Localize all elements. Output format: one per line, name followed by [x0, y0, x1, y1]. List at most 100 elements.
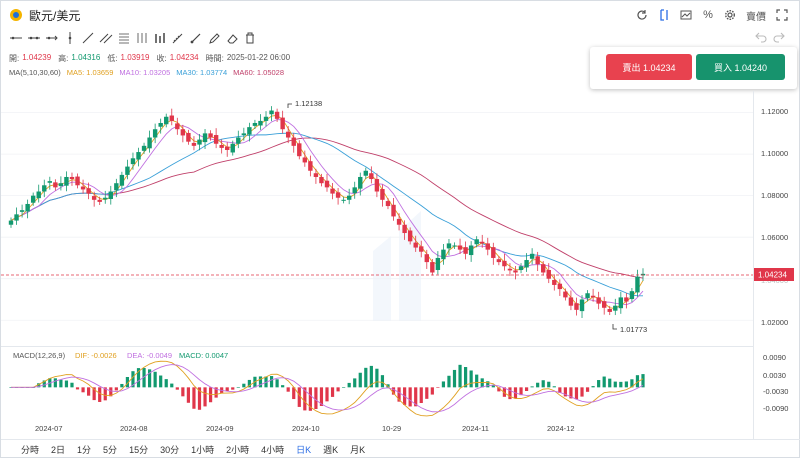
- macd-bar: [242, 383, 246, 388]
- tf-2h[interactable]: 2小時: [226, 445, 250, 455]
- candle-body: [191, 142, 197, 146]
- tf-5min[interactable]: 5分: [103, 445, 118, 455]
- macd-bar: [175, 387, 179, 390]
- candle-body: [19, 210, 25, 212]
- measure-tool[interactable]: [169, 31, 187, 45]
- macd-bar: [441, 381, 446, 388]
- candle-body: [424, 254, 429, 263]
- fullscreen-button[interactable]: [771, 7, 793, 23]
- ma5-value: MA5: 1.03659: [66, 68, 114, 77]
- line-tool[interactable]: [7, 31, 25, 45]
- tf-1min[interactable]: 1分: [77, 445, 92, 455]
- time-label: 時間:: [205, 54, 224, 63]
- settings-button[interactable]: [719, 7, 741, 23]
- fullscreen-icon: [776, 9, 788, 21]
- macd-bar: [397, 387, 401, 402]
- candle-body: [635, 276, 640, 293]
- tf-daily[interactable]: 日K: [296, 445, 312, 455]
- watermark-logo-icon: [373, 211, 421, 321]
- macd-bar: [247, 379, 251, 388]
- candle-body: [629, 291, 635, 300]
- chart-type-icon: [680, 10, 692, 20]
- text-tool[interactable]: [205, 31, 223, 45]
- candle-body: [247, 127, 252, 135]
- close-value: 1.04234: [169, 53, 199, 62]
- candle-body: [541, 264, 546, 273]
- macd-bar: [75, 387, 80, 390]
- pair-logo-icon: [9, 8, 23, 22]
- low-value: 1.03919: [120, 53, 150, 62]
- low-annotation: 1.01773: [612, 324, 647, 334]
- candle-body: [496, 259, 502, 263]
- segment-tool[interactable]: [25, 31, 43, 45]
- candle-body: [346, 195, 352, 200]
- macd-bar: [231, 387, 235, 390]
- percent-button[interactable]: %: [703, 9, 713, 21]
- sell-button[interactable]: 賣出 1.04234: [606, 54, 692, 80]
- tf-15min[interactable]: 15分: [129, 445, 149, 455]
- candle-body: [80, 186, 86, 190]
- refresh-button[interactable]: [631, 7, 653, 23]
- bracket-button[interactable]: [653, 7, 675, 23]
- price-tag-bg: [754, 268, 794, 281]
- macd-bar: [502, 387, 507, 397]
- tf-2d[interactable]: 2日: [51, 445, 66, 455]
- chart-type-button[interactable]: [675, 7, 697, 23]
- candle-body: [42, 185, 47, 192]
- channel-tool[interactable]: [97, 31, 115, 45]
- candle-body: [14, 214, 19, 221]
- macd-bar: [214, 387, 218, 398]
- candle-body: [313, 173, 319, 177]
- buy-button[interactable]: 買入 1.04240: [696, 54, 785, 80]
- candle-body: [108, 191, 113, 199]
- candle-body: [618, 297, 624, 309]
- high-value: 1.04316: [71, 53, 101, 62]
- candle-body: [213, 135, 219, 144]
- candle-body: [319, 176, 324, 184]
- bars-tool[interactable]: [151, 31, 169, 45]
- brush-tool[interactable]: [187, 31, 205, 45]
- undo-icon[interactable]: [755, 31, 767, 43]
- time-axis: 2024-07 2024-08 2024-09 2024-10 10-29 20…: [35, 424, 575, 433]
- candle-body: [130, 158, 136, 165]
- candle-body: [169, 115, 174, 121]
- candle-body: [202, 133, 208, 143]
- macd-bar: [269, 376, 274, 388]
- delete-tool[interactable]: [241, 31, 259, 45]
- tf-weekly[interactable]: 週K: [323, 445, 339, 455]
- eraser-tool[interactable]: [223, 31, 241, 45]
- tf-1h[interactable]: 1小時: [191, 445, 215, 455]
- channel-icon: [99, 33, 113, 44]
- candle-body: [352, 187, 357, 194]
- macd-bar: [425, 387, 429, 399]
- candle-body: [180, 129, 186, 136]
- low-label: 低:: [107, 54, 118, 63]
- macd-bar: [53, 378, 57, 388]
- price-chart[interactable]: 1.12000 1.10000 1.08000 1.06000 1.04000 …: [1, 91, 800, 441]
- tf-4h[interactable]: 4小時: [261, 445, 285, 455]
- high-annotation: 1.12138: [287, 99, 322, 108]
- macd-bar: [147, 369, 152, 388]
- trend-tool[interactable]: [79, 31, 97, 45]
- candle-body: [308, 161, 313, 171]
- axis-divider: [753, 91, 754, 439]
- ray-tool[interactable]: [43, 31, 61, 45]
- macd-bar: [574, 387, 579, 400]
- tf-30min[interactable]: 30分: [160, 445, 180, 455]
- macd-bar: [42, 380, 46, 388]
- redo-icon[interactable]: [773, 31, 785, 43]
- high-label: 高:: [58, 54, 69, 63]
- tf-monthly[interactable]: 月K: [350, 445, 366, 455]
- candle-body: [502, 260, 507, 267]
- vline-tool[interactable]: [61, 31, 79, 45]
- macd-lines: [11, 360, 644, 417]
- hline-tool[interactable]: [133, 31, 151, 45]
- tf-1m-tick[interactable]: 分時: [21, 445, 40, 455]
- macd-bar: [159, 375, 163, 388]
- macd-bar: [580, 387, 584, 397]
- close-label: 收:: [156, 54, 167, 63]
- price-mode-button[interactable]: 賣價: [746, 11, 766, 23]
- fib-tool[interactable]: [115, 31, 133, 45]
- candle-body: [402, 224, 407, 234]
- macd-bar: [297, 387, 301, 407]
